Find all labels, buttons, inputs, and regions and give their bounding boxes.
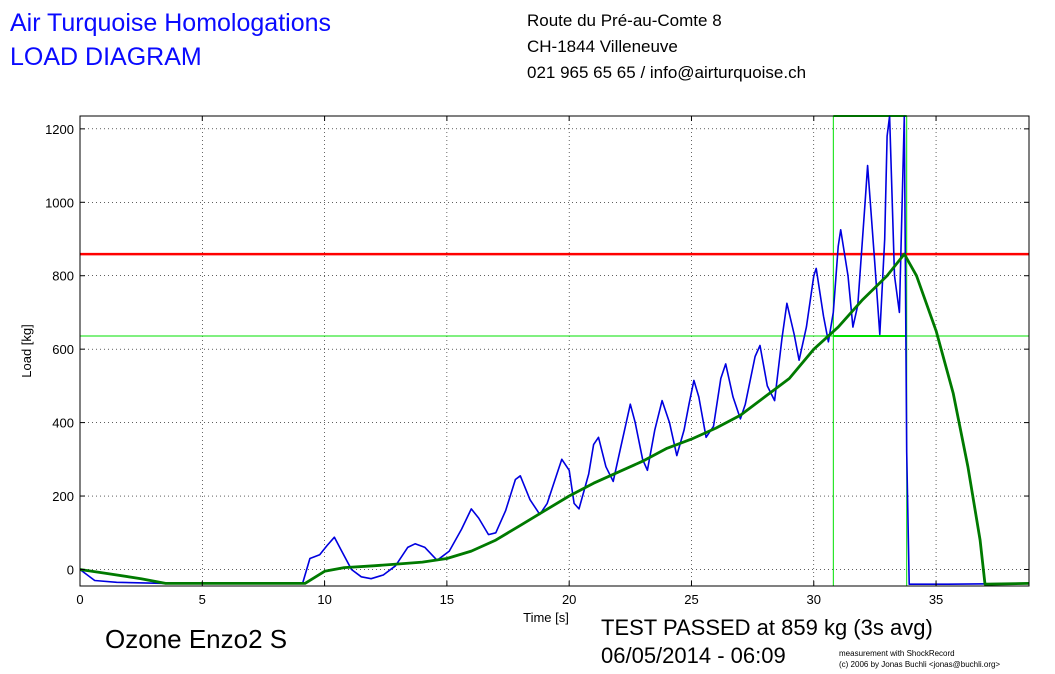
address-line-2: CH-1844 Villeneuve	[527, 37, 678, 56]
y-tick-label: 400	[52, 416, 74, 431]
x-tick-label: 20	[562, 592, 576, 607]
y-tick-label: 800	[52, 269, 74, 284]
x-tick-label: 30	[807, 592, 821, 607]
axis-ticks: 0 5 10 15 20 25 30 35 0 200 400 600 800 1000 1200	[45, 116, 1029, 607]
x-tick-label: 10	[317, 592, 331, 607]
x-axis-label: Time [s]	[523, 610, 569, 625]
y-tick-label: 200	[52, 489, 74, 504]
y-tick-label: 1000	[45, 195, 74, 210]
contact-info: 021 965 65 65 / info@airturquoise.ch	[527, 63, 807, 82]
credit-line-2: (c) 2006 by Jonas Buchli <jonas@buchli.o…	[839, 660, 1001, 669]
test-result: TEST PASSED at 859 kg (3s avg)	[601, 615, 933, 640]
company-name: Air Turquoise Homologations	[10, 9, 331, 37]
series-layer	[79, 115, 1030, 586]
credit-line-1: measurement with ShockRecord	[839, 649, 955, 658]
x-tick-label: 0	[76, 592, 83, 607]
y-axis-label: Load [kg]	[19, 324, 34, 378]
test-datetime: 06/05/2014 - 06:09	[601, 643, 786, 668]
x-tick-label: 5	[199, 592, 206, 607]
y-tick-label: 0	[67, 562, 74, 577]
address-line-1: Route du Pré-au-Comte 8	[527, 11, 722, 30]
x-tick-label: 15	[440, 592, 454, 607]
product-name: Ozone Enzo2 S	[105, 624, 288, 654]
plot-frame	[79, 115, 1030, 587]
x-tick-label: 25	[684, 592, 698, 607]
x-tick-label: 35	[929, 592, 943, 607]
avg-series-line	[79, 252, 1030, 586]
raw-series-line	[79, 115, 1030, 585]
y-tick-label: 1200	[45, 122, 74, 137]
y-tick-label: 600	[52, 342, 74, 357]
document-type: LOAD DIAGRAM	[10, 43, 202, 71]
